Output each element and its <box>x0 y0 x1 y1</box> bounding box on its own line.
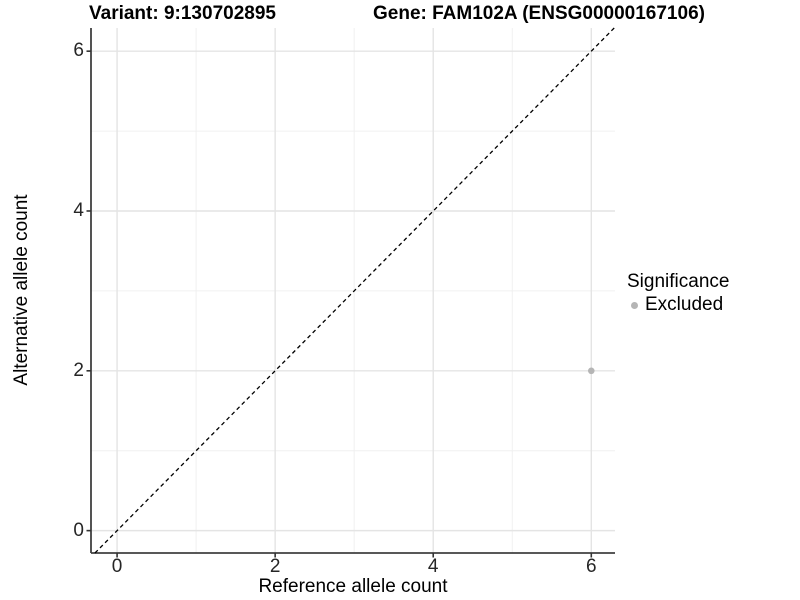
data-point <box>587 367 595 375</box>
x-tick-label: 6 <box>585 556 597 577</box>
gene-title: Gene: FAM102A (ENSG00000167106) <box>373 3 705 24</box>
legend-dot-icon <box>631 301 638 309</box>
y-tick-label: 0 <box>73 519 84 541</box>
legend: Significance Excluded <box>627 271 729 316</box>
x-tick-label: 2 <box>269 556 281 577</box>
y-tick-label: 6 <box>73 40 84 62</box>
y-axis-title: Alternative allele count <box>11 194 32 386</box>
legend-title: Significance <box>627 271 730 292</box>
variant-title: Variant: 9:130702895 <box>89 3 276 24</box>
legend-item-excluded: Excluded <box>631 294 729 316</box>
x-axis-title: Reference allele count <box>258 576 448 597</box>
legend-item-label: Excluded <box>645 294 724 315</box>
x-tick-label: 0 <box>111 556 123 577</box>
x-tick-label: 4 <box>427 556 439 577</box>
y-tick-label: 2 <box>73 359 84 381</box>
identity-line <box>94 27 615 554</box>
y-tick-label: 4 <box>73 199 84 221</box>
